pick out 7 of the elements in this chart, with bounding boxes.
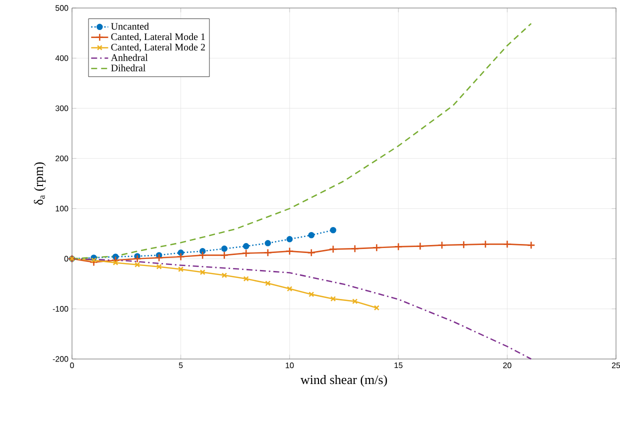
legend-label: Canted, Lateral Mode 2 xyxy=(111,44,205,52)
legend-label: Anhedral xyxy=(110,54,148,61)
legend-label: Canted, Lateral Mode 1 xyxy=(111,33,205,42)
legend-label: Dihedral xyxy=(111,64,146,72)
y-axis-title: δ$_{a}$ (rpm) xyxy=(34,162,46,205)
x-axis-title: wind shear (m/s) xyxy=(300,375,387,387)
legend-label: Uncanted xyxy=(111,22,149,30)
